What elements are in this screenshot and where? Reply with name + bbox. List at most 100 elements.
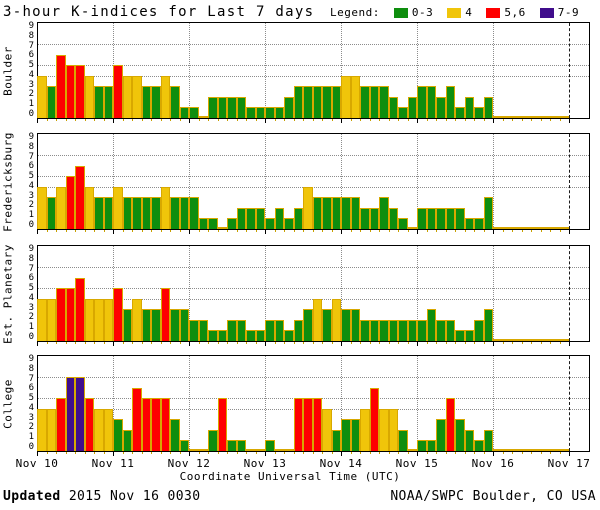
v-gridline-day6	[493, 23, 494, 118]
k-index-bar	[75, 377, 85, 451]
minor-tick-3h	[503, 119, 504, 121]
v-gridline-day7	[569, 356, 570, 451]
x-tick-label: Nov 13	[243, 457, 287, 470]
minor-tick-3h	[370, 452, 371, 454]
minor-tick-3h	[322, 119, 323, 121]
legend: Legend: 0-3 4 5,6 7-9	[330, 6, 579, 19]
k-index-bar	[237, 208, 246, 229]
minor-tick-3h	[85, 342, 86, 344]
x-tick-label: Nov 10	[15, 457, 59, 470]
k-index-bar	[389, 208, 398, 229]
minor-tick-3h	[512, 342, 513, 344]
y-tick-label: 7	[28, 151, 34, 162]
station-label-fredericksburg: Fredericksburg	[0, 132, 16, 232]
k-index-bar	[455, 208, 465, 229]
minor-tick-3h	[123, 452, 124, 454]
day-tick	[417, 119, 418, 123]
y-tick-label: 3	[28, 79, 34, 90]
k-index-bar	[161, 187, 170, 229]
minor-tick-3h	[104, 230, 105, 232]
minor-tick-3h	[170, 342, 171, 344]
minor-tick-3h	[180, 452, 181, 454]
k-index-bar	[94, 299, 104, 341]
k-index-bar	[237, 320, 246, 341]
y-tick-label: 1	[28, 322, 34, 333]
y-tick-label: 9	[28, 354, 34, 364]
minor-tick-3h	[389, 230, 390, 232]
k-index-bar	[484, 430, 493, 451]
minor-tick-3h	[142, 230, 143, 232]
k-index-bar	[474, 440, 484, 451]
minor-tick-3h	[351, 119, 352, 121]
minor-tick-3h	[541, 452, 542, 454]
k-index-bar	[94, 86, 104, 118]
day-tick	[341, 342, 342, 346]
k-index-bar	[37, 76, 47, 118]
minor-tick-3h	[246, 452, 247, 454]
k-index-bar	[408, 449, 417, 451]
k-index-bar	[37, 409, 47, 451]
k-index-bar	[512, 227, 522, 229]
k-index-bar	[75, 65, 85, 118]
k-index-bar	[132, 299, 142, 341]
minor-tick-3h	[218, 119, 219, 121]
v-gridline-day3	[265, 134, 266, 229]
minor-tick-3h	[246, 342, 247, 344]
legend-item-label: 0-3	[411, 6, 434, 19]
k-index-bar	[142, 398, 151, 451]
minor-tick-3h	[75, 230, 76, 232]
k-index-bar	[427, 309, 436, 341]
minor-tick-3h	[208, 452, 209, 454]
minor-tick-3h	[47, 452, 48, 454]
day-tick	[341, 119, 342, 123]
minor-tick-3h	[322, 342, 323, 344]
minor-tick-3h	[474, 452, 475, 454]
minor-tick-3h	[208, 230, 209, 232]
k-index-bar	[484, 309, 493, 341]
minor-tick-3h	[512, 119, 513, 121]
k-index-bar	[180, 309, 189, 341]
minor-tick-3h	[56, 452, 57, 454]
minor-tick-3h	[132, 342, 133, 344]
k-index-bar	[417, 440, 427, 451]
minor-tick-3h	[246, 230, 247, 232]
minor-tick-3h	[123, 230, 124, 232]
k-index-bar	[332, 299, 341, 341]
k-index-bar	[256, 330, 265, 341]
day-tick	[341, 452, 342, 456]
station-label-text: College	[1, 378, 15, 429]
k-index-bar	[379, 409, 389, 451]
k-index-bar	[170, 197, 180, 229]
y-tick-label: 1	[28, 432, 34, 443]
k-index-bar	[531, 227, 541, 229]
k-index-bar	[398, 430, 408, 451]
v-gridline-day5	[417, 23, 418, 118]
minor-tick-3h	[199, 119, 200, 121]
k-index-bar	[436, 97, 446, 118]
x-axis-label: Coordinate Universal Time (UTC)	[179, 470, 401, 483]
legend-item-label: 4	[465, 6, 473, 19]
k-index-bar	[417, 320, 427, 341]
v-gridline-day7	[569, 134, 570, 229]
minor-tick-3h	[256, 452, 257, 454]
k-index-bar	[265, 218, 275, 229]
minor-tick-3h	[313, 119, 314, 121]
minor-tick-3h	[104, 342, 105, 344]
k-index-bar	[322, 409, 332, 451]
v-gridline-day2	[189, 246, 190, 341]
v-gridline-day5	[417, 356, 418, 451]
minor-tick-3h	[256, 119, 257, 121]
k-index-bar	[66, 65, 75, 118]
k-index-bar	[218, 227, 227, 229]
k-index-bar	[531, 339, 541, 341]
minor-tick-3h	[199, 452, 200, 454]
minor-tick-3h	[446, 342, 447, 344]
h-gridline-k5	[38, 288, 589, 289]
minor-tick-3h	[275, 230, 276, 232]
k-index-bar	[332, 197, 341, 229]
minor-tick-3h	[66, 230, 67, 232]
v-gridline-day4	[341, 246, 342, 341]
day-tick	[493, 452, 494, 456]
k-index-bar	[341, 76, 351, 118]
y-tick-label: 8	[28, 30, 34, 41]
